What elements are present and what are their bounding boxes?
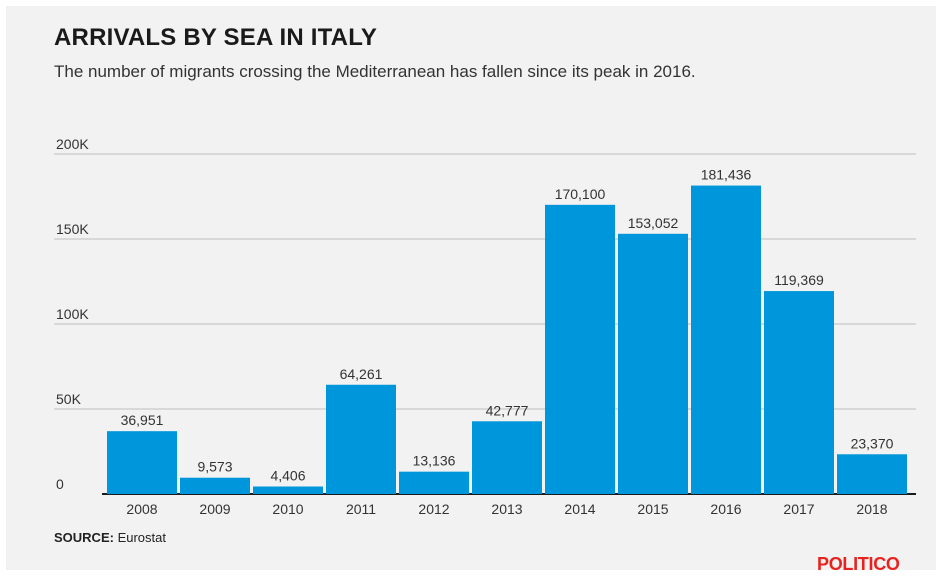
data-labels: 36,951 9,573 4,406 64,261 13,136 42,777 170,10… xyxy=(121,167,894,484)
source-text: Eurostat xyxy=(117,530,166,545)
y-tick-label: 200K xyxy=(56,136,89,152)
bar-2010 xyxy=(253,486,323,494)
x-tick-label: 2010 xyxy=(272,501,303,517)
data-label-2008: 36,951 xyxy=(121,412,164,428)
data-label-2018: 23,370 xyxy=(851,435,894,451)
y-tick-label: 100K xyxy=(56,306,89,322)
bar-2013 xyxy=(472,421,542,494)
bar-2017 xyxy=(764,291,834,494)
data-label-2015: 153,052 xyxy=(628,215,679,231)
data-label-2011: 64,261 xyxy=(340,366,383,382)
x-tick-label: 2011 xyxy=(346,501,376,517)
y-tick-label: 150K xyxy=(56,221,89,237)
bar-2009 xyxy=(180,477,250,494)
x-tick-label: 2012 xyxy=(418,501,449,517)
x-tick-label: 2008 xyxy=(126,501,157,517)
data-label-2014: 170,100 xyxy=(555,186,606,202)
x-tick-label: 2017 xyxy=(783,501,814,517)
data-label-2010: 4,406 xyxy=(270,468,305,484)
source-note: SOURCE: Eurostat xyxy=(54,530,166,545)
x-tick-label: 2015 xyxy=(637,501,668,517)
data-label-2013: 42,777 xyxy=(486,402,529,418)
chart-title: ARRIVALS BY SEA IN ITALY xyxy=(54,24,378,51)
politico-logo: POLITICO xyxy=(817,554,900,574)
gridlines: 0 50K 100K 150K 200K xyxy=(54,136,916,495)
bars xyxy=(107,185,907,495)
y-tick-label: 0 xyxy=(56,476,64,492)
bar-2018 xyxy=(837,454,907,494)
y-tick-label: 50K xyxy=(56,391,82,407)
bar-2016 xyxy=(691,185,761,494)
data-label-2009: 9,573 xyxy=(197,459,232,475)
data-label-2016: 181,436 xyxy=(701,167,752,183)
x-axis-ticks: 2008 2009 2010 2011 2012 2013 2014 2015 2016 2017… xyxy=(126,501,887,517)
x-tick-label: 2014 xyxy=(564,501,595,517)
x-tick-label: 2016 xyxy=(710,501,741,517)
x-tick-label: 2009 xyxy=(199,501,230,517)
data-label-2017: 119,369 xyxy=(774,272,824,288)
bar-2011 xyxy=(326,384,396,494)
bar-2012 xyxy=(399,471,469,494)
bar-2015 xyxy=(618,233,688,495)
bar-2014 xyxy=(545,204,615,494)
x-tick-label: 2013 xyxy=(491,501,522,517)
data-label-2012: 13,136 xyxy=(413,453,456,469)
bar-2008 xyxy=(107,431,177,494)
x-tick-label: 2018 xyxy=(856,501,887,517)
chart-subtitle: The number of migrants crossing the Medi… xyxy=(54,62,696,81)
source-label: SOURCE: xyxy=(54,530,114,545)
